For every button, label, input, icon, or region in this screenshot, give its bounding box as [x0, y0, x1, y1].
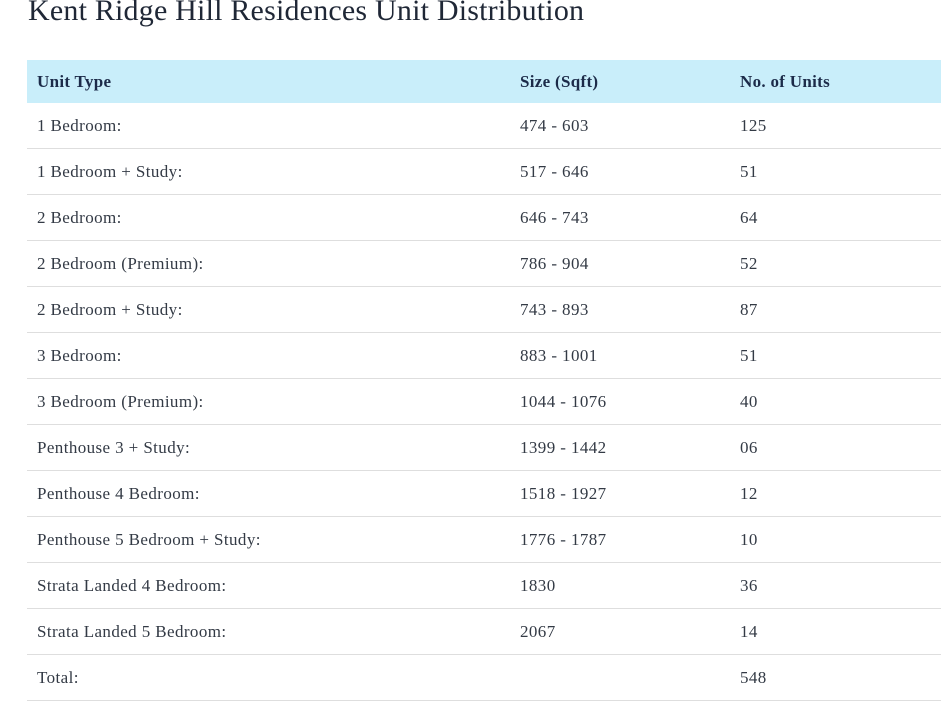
cell-size-sqft: 883 - 1001 — [510, 332, 730, 379]
header-row: Unit Type Size (Sqft) No. of Units — [27, 60, 941, 103]
cell-no-of-units: 14 — [730, 608, 941, 655]
table-row: 2 Bedroom: 646 - 743 64 — [27, 194, 941, 241]
table-row: 2 Bedroom + Study: 743 - 893 87 — [27, 286, 941, 333]
table-row: Total: 548 — [27, 654, 941, 701]
column-header-unit-type: Unit Type — [27, 60, 510, 103]
cell-unit-type: 2 Bedroom: — [27, 194, 510, 241]
table-row: 3 Bedroom (Premium): 1044 - 1076 40 — [27, 378, 941, 425]
page-title: Kent Ridge Hill Residences Unit Distribu… — [28, 0, 585, 27]
cell-unit-type: Strata Landed 5 Bedroom: — [27, 608, 510, 655]
table-row: Penthouse 4 Bedroom: 1518 - 1927 12 — [27, 470, 941, 517]
table-row: Strata Landed 4 Bedroom: 1830 36 — [27, 562, 941, 609]
cell-unit-type: 1 Bedroom: — [27, 103, 510, 149]
cell-no-of-units: 10 — [730, 516, 941, 563]
cell-size-sqft: 786 - 904 — [510, 240, 730, 287]
cell-no-of-units: 52 — [730, 240, 941, 287]
cell-no-of-units: 125 — [730, 103, 941, 149]
cell-unit-type: 2 Bedroom + Study: — [27, 286, 510, 333]
cell-unit-type: 3 Bedroom (Premium): — [27, 378, 510, 425]
cell-unit-type: Strata Landed 4 Bedroom: — [27, 562, 510, 609]
cell-size-sqft: 1044 - 1076 — [510, 378, 730, 425]
table-row: Penthouse 3 + Study: 1399 - 1442 06 — [27, 424, 941, 471]
cell-unit-type: Total: — [27, 654, 510, 701]
cell-unit-type: 2 Bedroom (Premium): — [27, 240, 510, 287]
column-header-no-of-units: No. of Units — [730, 60, 941, 103]
cell-size-sqft: 2067 — [510, 608, 730, 655]
table-row: Strata Landed 5 Bedroom: 2067 14 — [27, 608, 941, 655]
cell-no-of-units: 548 — [730, 654, 941, 701]
cell-no-of-units: 64 — [730, 194, 941, 241]
cell-no-of-units: 40 — [730, 378, 941, 425]
cell-unit-type: 3 Bedroom: — [27, 332, 510, 379]
unit-distribution-table: Unit Type Size (Sqft) No. of Units 1 Bed… — [27, 60, 941, 701]
cell-no-of-units: 12 — [730, 470, 941, 517]
cell-size-sqft — [510, 654, 730, 701]
cell-size-sqft: 1518 - 1927 — [510, 470, 730, 517]
cell-unit-type: 1 Bedroom + Study: — [27, 148, 510, 195]
table-row: 1 Bedroom + Study: 517 - 646 51 — [27, 148, 941, 195]
cell-size-sqft: 1830 — [510, 562, 730, 609]
cell-unit-type: Penthouse 5 Bedroom + Study: — [27, 516, 510, 563]
cell-unit-type: Penthouse 4 Bedroom: — [27, 470, 510, 517]
cell-size-sqft: 1399 - 1442 — [510, 424, 730, 471]
cell-no-of-units: 51 — [730, 332, 941, 379]
cell-no-of-units: 87 — [730, 286, 941, 333]
cell-unit-type: Penthouse 3 + Study: — [27, 424, 510, 471]
cell-no-of-units: 51 — [730, 148, 941, 195]
table-header: Unit Type Size (Sqft) No. of Units — [27, 60, 941, 103]
cell-no-of-units: 36 — [730, 562, 941, 609]
table-row: 3 Bedroom: 883 - 1001 51 — [27, 332, 941, 379]
cell-no-of-units: 06 — [730, 424, 941, 471]
cell-size-sqft: 517 - 646 — [510, 148, 730, 195]
table-row: 2 Bedroom (Premium): 786 - 904 52 — [27, 240, 941, 287]
table-row: Penthouse 5 Bedroom + Study: 1776 - 1787… — [27, 516, 941, 563]
table-row: 1 Bedroom: 474 - 603 125 — [27, 103, 941, 149]
column-header-size-sqft: Size (Sqft) — [510, 60, 730, 103]
cell-size-sqft: 474 - 603 — [510, 103, 730, 149]
cell-size-sqft: 646 - 743 — [510, 194, 730, 241]
cell-size-sqft: 743 - 893 — [510, 286, 730, 333]
cell-size-sqft: 1776 - 1787 — [510, 516, 730, 563]
table-body: 1 Bedroom: 474 - 603 125 1 Bedroom + Stu… — [27, 103, 941, 701]
